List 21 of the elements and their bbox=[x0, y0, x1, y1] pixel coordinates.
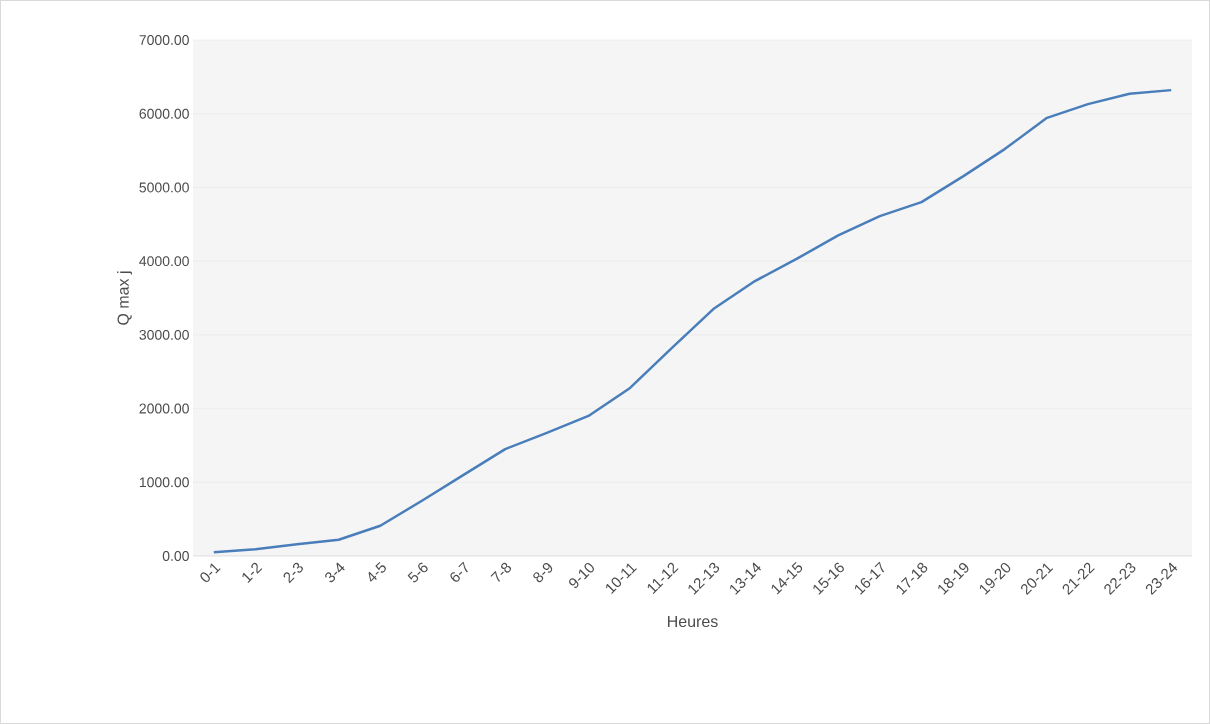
x-tick-label: 4-5 bbox=[368, 561, 386, 582]
y-tick-label: 0.00 bbox=[162, 551, 189, 561]
x-tick-label: 5-6 bbox=[407, 562, 428, 583]
line-series bbox=[212, 88, 1173, 554]
x-axis-title: Heures bbox=[668, 615, 718, 628]
x-tick-label: 6-7 bbox=[450, 561, 468, 582]
y-tick-label: 3000.00 bbox=[139, 329, 189, 340]
y-tick-label: 7000.00 bbox=[139, 35, 189, 45]
y-tick-label: 6000.00 bbox=[139, 108, 189, 119]
x-tick-label: 1-2 bbox=[242, 562, 263, 583]
x-tick-label: 2-3 bbox=[283, 562, 303, 584]
y-tick-label: 4000.00 bbox=[139, 256, 189, 267]
y-tick-label: 5000.00 bbox=[139, 182, 189, 193]
x-tick-label: 8-9 bbox=[533, 562, 553, 583]
x-tick-label: 0-1 bbox=[200, 563, 221, 582]
x-tick-label: 3-4 bbox=[325, 562, 345, 583]
x-tick-label: 9-10 bbox=[569, 562, 594, 589]
y-tick-label: 1000.00 bbox=[139, 477, 189, 488]
y-tick-label: 2000.00 bbox=[139, 403, 189, 414]
y-axis-title: Q max j bbox=[117, 271, 132, 325]
x-tick-label: 7-8 bbox=[490, 562, 512, 582]
